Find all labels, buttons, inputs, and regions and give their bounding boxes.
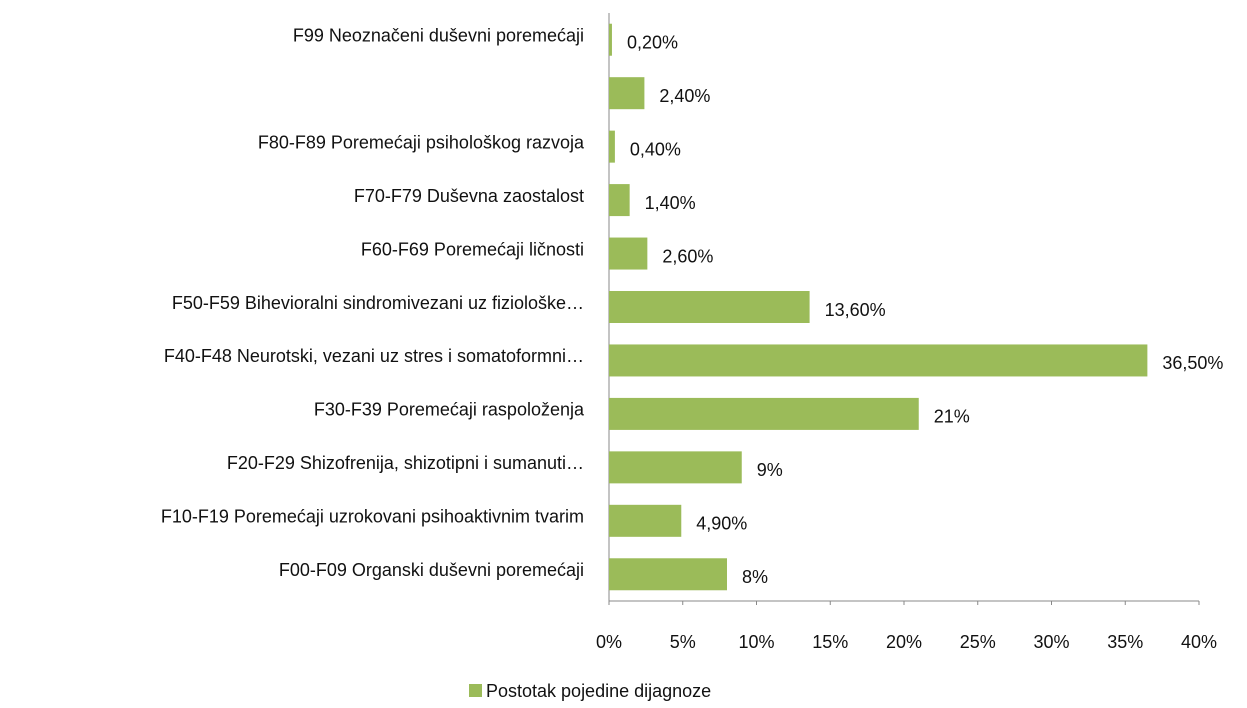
- x-tick-label: 20%: [886, 632, 922, 652]
- data-label: 2,60%: [662, 246, 713, 266]
- bar: [609, 504, 682, 537]
- bar: [609, 23, 612, 56]
- y-tick-label: F30-F39 Poremećaji raspoloženja: [314, 400, 585, 420]
- data-label: 36,50%: [1162, 353, 1223, 373]
- y-tick-label: F10-F19 Poremećaji uzrokovani psihoaktiv…: [161, 507, 584, 527]
- x-tick-label: 25%: [960, 632, 996, 652]
- y-tick-label: F60-F69 Poremećaji ličnosti: [361, 239, 584, 259]
- bar: [609, 237, 648, 270]
- legend-swatch: [469, 684, 482, 697]
- x-tick-label: 10%: [738, 632, 774, 652]
- x-tick-label: 40%: [1181, 632, 1217, 652]
- x-tick-label: 35%: [1107, 632, 1143, 652]
- y-tick-label: F00-F09 Organski duševni poremećaji: [279, 560, 584, 580]
- bar: [609, 130, 615, 163]
- x-tick-label: 5%: [670, 632, 696, 652]
- data-label: 21%: [934, 407, 970, 427]
- y-tick-label: F70-F79 Duševna zaostalost: [354, 186, 584, 206]
- data-label: 1,40%: [645, 193, 696, 213]
- y-tick-label: F50-F59 Bihevioralni sindromivezani uz f…: [172, 293, 584, 313]
- bar: [609, 184, 630, 217]
- x-tick-label: 30%: [1033, 632, 1069, 652]
- x-tick-label: 15%: [812, 632, 848, 652]
- legend-label: Postotak pojedine dijagnoze: [486, 681, 711, 701]
- data-label: 13,60%: [825, 300, 886, 320]
- data-label: 8%: [742, 567, 768, 587]
- data-label: 2,40%: [659, 86, 710, 106]
- bar: [609, 397, 919, 430]
- bar: [609, 451, 742, 484]
- y-tick-label: F80-F89 Poremećaji psihološkog razvoja: [258, 132, 585, 152]
- bar: [609, 291, 810, 323]
- y-tick-label: F20-F29 Shizofrenija, shizotipni i suman…: [227, 453, 584, 473]
- y-tick-label: F99 Neoznačeni duševni poremećaji: [293, 25, 584, 45]
- data-label: 9%: [757, 460, 783, 480]
- data-label: 4,90%: [696, 514, 747, 534]
- y-tick-label: F40-F48 Neurotski, vezani uz stres i som…: [164, 346, 584, 366]
- x-tick-label: 0%: [596, 632, 622, 652]
- data-label: 0,20%: [627, 32, 678, 52]
- data-label: 0,40%: [630, 139, 681, 159]
- bar: [609, 344, 1148, 377]
- bar: [609, 77, 645, 110]
- bar: [609, 558, 727, 591]
